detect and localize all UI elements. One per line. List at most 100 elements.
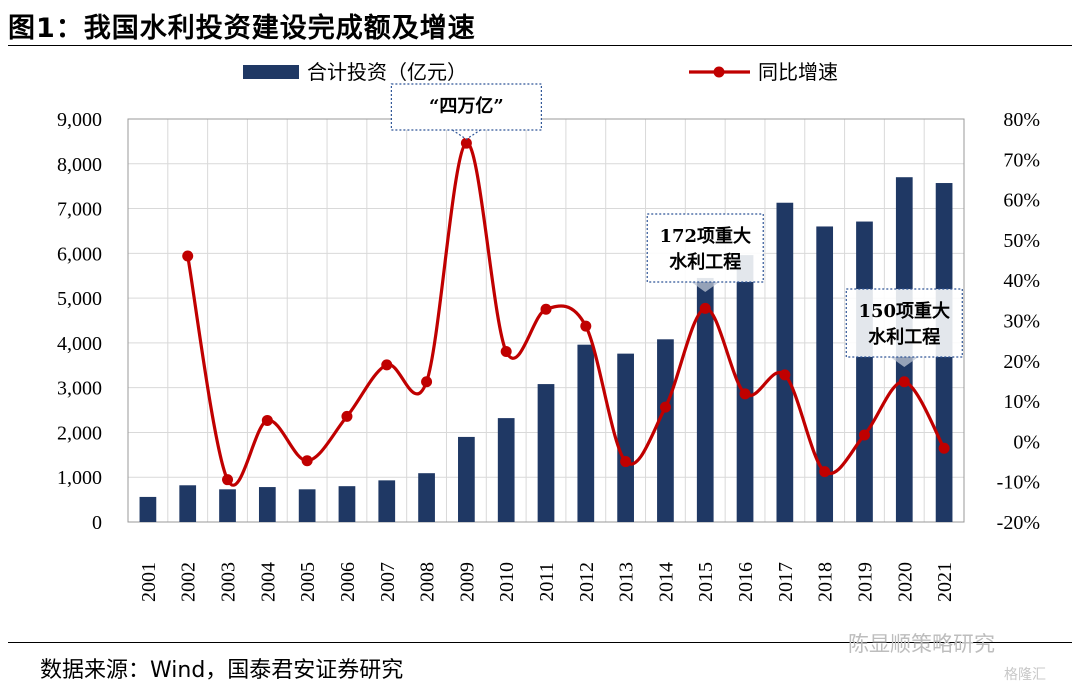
x-tick-label: 2018 [815, 562, 837, 602]
x-tick-label: 2020 [894, 562, 916, 602]
growth-point [540, 303, 552, 315]
bar [418, 473, 435, 522]
x-tick-label: 2013 [616, 562, 638, 602]
growth-point [620, 456, 632, 468]
bar [617, 353, 634, 522]
growth-point [261, 414, 273, 426]
right-tick-label: 40% [1003, 270, 1040, 292]
callout-text: 150项重大 [858, 300, 950, 322]
callout-text: “四万亿” [429, 95, 504, 117]
left-tick-label: 5,000 [57, 288, 102, 310]
legend-bar-label: 合计投资（亿元） [307, 60, 467, 84]
growth-point [779, 369, 791, 381]
bar [378, 480, 396, 522]
page-title: 图1：我国水利投资建设完成额及增速 [8, 13, 476, 44]
left-tick-label: 0 [92, 512, 102, 534]
right-tick-label: 50% [1003, 230, 1040, 252]
bar [537, 384, 555, 522]
logo: 格隆汇 [1004, 667, 1046, 683]
x-axis: 2001 2002 2003 2004 2005 2006 2007 2008 2009 2010… [138, 562, 956, 602]
x-tick-label: 2014 [655, 562, 677, 602]
legend-line-marker [713, 66, 725, 78]
right-tick-label: -10% [997, 472, 1040, 494]
right-tick-label: 80% [1003, 109, 1040, 131]
growth-point [301, 455, 313, 467]
bar [577, 344, 595, 522]
title-rule [8, 45, 1072, 46]
bar [258, 487, 276, 522]
watermark: 陈显顺策略研究 [848, 632, 995, 656]
growth-point [659, 401, 671, 413]
left-axis: 0 1,000 2,000 3,000 4,000 5,000 6,000 7,000 8,00… [57, 109, 102, 534]
growth-point [699, 302, 711, 314]
bar [139, 496, 157, 522]
left-tick-label: 8,000 [57, 154, 102, 176]
left-tick-label: 2,000 [57, 422, 102, 444]
left-tick-label: 6,000 [57, 243, 102, 265]
callout-text: 水利工程 [669, 251, 741, 273]
bar [816, 226, 834, 522]
left-tick-label: 7,000 [57, 199, 102, 221]
line-series [182, 137, 950, 487]
left-tick-label: 3,000 [57, 378, 102, 400]
bar [657, 339, 674, 522]
right-tick-label: 20% [1003, 351, 1040, 373]
growth-point [222, 474, 234, 486]
right-tick-label: 30% [1003, 311, 1040, 333]
callout-text: 水利工程 [868, 326, 940, 348]
x-tick-label: 2011 [536, 562, 558, 601]
left-tick-label: 4,000 [57, 333, 102, 355]
bar [776, 202, 794, 523]
callout-box [845, 288, 963, 358]
growth-point [938, 442, 950, 454]
x-tick-label: 2003 [218, 562, 240, 602]
bar [458, 436, 475, 522]
right-tick-label: 70% [1003, 149, 1040, 171]
bar [856, 221, 873, 522]
x-tick-label: 2006 [337, 562, 359, 602]
right-tick-label: 10% [1003, 391, 1040, 413]
x-tick-label: 2016 [735, 562, 757, 602]
x-tick-label: 2015 [695, 562, 717, 602]
growth-point [341, 410, 353, 422]
x-tick-label: 2008 [417, 562, 439, 602]
growth-point [819, 466, 831, 478]
bar [179, 485, 197, 522]
x-tick-label: 2002 [178, 562, 200, 602]
source-note: 数据来源：Wind，国泰君安证券研究 [40, 658, 404, 683]
growth-point [182, 250, 194, 262]
footer-rule [8, 642, 1072, 643]
legend: 合计投资（亿元） 同比增速 [243, 60, 838, 84]
bar [696, 277, 714, 522]
x-tick-label: 2019 [854, 562, 876, 602]
x-tick-label: 2005 [297, 562, 319, 602]
growth-point [898, 376, 910, 388]
growth-point [460, 137, 472, 149]
x-tick-label: 2017 [775, 562, 797, 602]
right-axis: -20% -10% 0% 10% 20% 30% 40% 50% 60% 70% 80% [997, 109, 1040, 534]
growth-point [500, 346, 512, 358]
growth-point [739, 388, 751, 400]
growth-point [381, 359, 393, 371]
x-tick-label: 2009 [456, 562, 478, 602]
callout-box [646, 213, 764, 283]
bar [497, 418, 515, 522]
legend-line-label: 同比增速 [758, 60, 838, 84]
growth-point [858, 429, 870, 441]
bar [219, 489, 236, 522]
x-tick-label: 2012 [576, 562, 598, 602]
growth-point [580, 320, 592, 332]
x-tick-label: 2021 [934, 562, 956, 602]
right-tick-label: 60% [1003, 190, 1040, 212]
bar [338, 486, 356, 522]
callout-2009: “四万亿” [390, 83, 542, 140]
x-tick-label: 2010 [496, 562, 518, 602]
x-tick-label: 2001 [138, 562, 160, 602]
right-tick-label: 0% [1013, 431, 1040, 453]
growth-point [421, 376, 433, 388]
left-tick-label: 9,000 [57, 109, 102, 131]
